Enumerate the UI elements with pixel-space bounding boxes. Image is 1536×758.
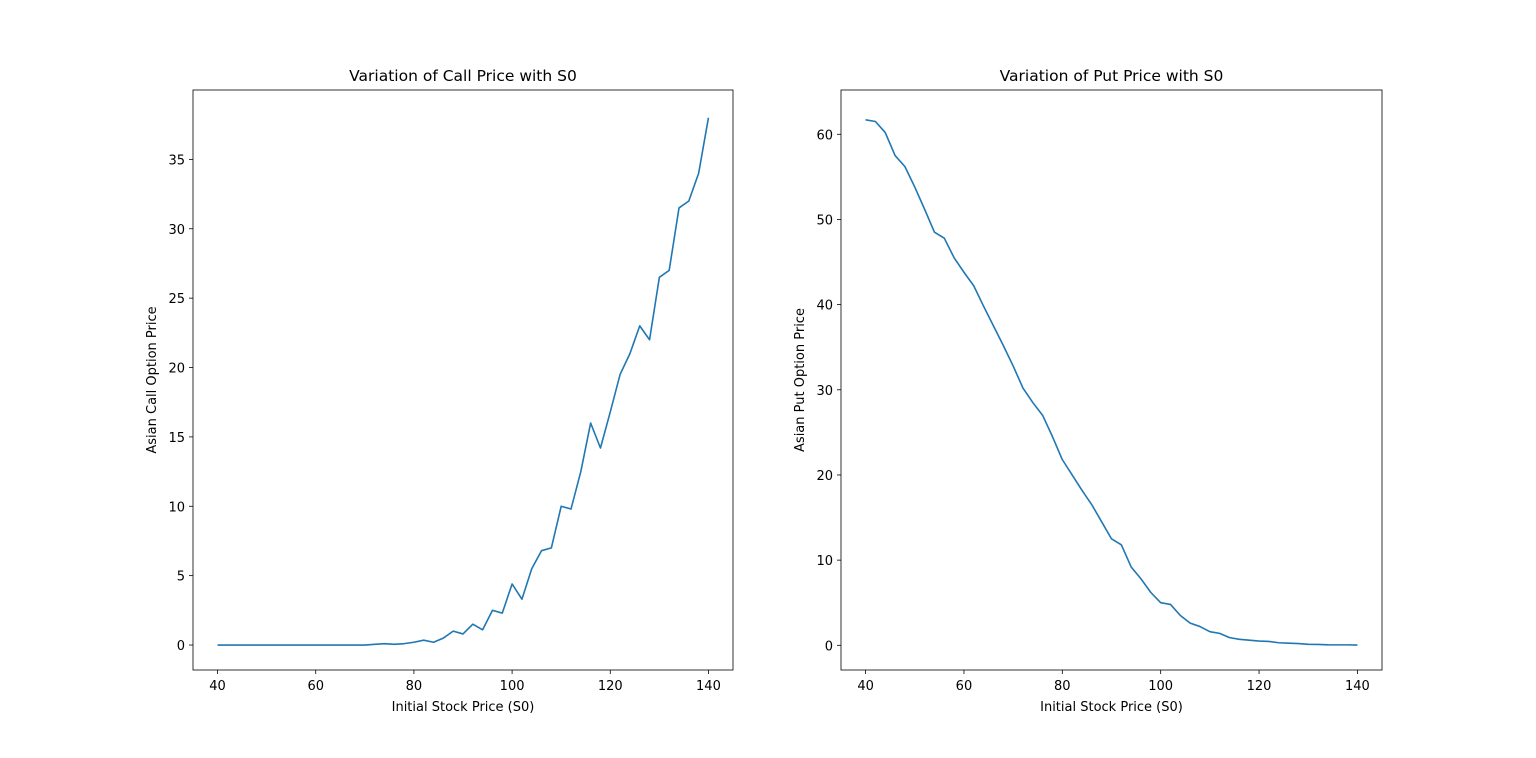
y-tick-label: 25	[168, 292, 185, 307]
y-tick-label: 10	[816, 554, 833, 569]
x-tick-label: 120	[1247, 679, 1272, 694]
x-tick-label: 60	[956, 679, 973, 694]
y-tick-label: 50	[816, 213, 833, 228]
chart-title: Variation of Put Price with S0	[1000, 67, 1224, 85]
y-axis-label: Asian Put Option Price	[793, 308, 808, 452]
y-tick-label: 15	[168, 431, 185, 446]
x-tick-label: 100	[500, 679, 525, 694]
chart-title: Variation of Call Price with S0	[349, 67, 577, 85]
data-line	[217, 117, 710, 646]
x-tick-label: 80	[1054, 679, 1071, 694]
x-axis-label: Initial Stock Price (S0)	[1040, 700, 1183, 715]
x-axis-label: Initial Stock Price (S0)	[392, 700, 535, 715]
y-tick-label: 30	[168, 223, 185, 238]
y-tick-label: 40	[816, 299, 833, 314]
axes-frame	[192, 89, 734, 671]
y-tick-label: 20	[168, 362, 185, 377]
x-tick-label: 120	[598, 679, 623, 694]
data-line	[865, 119, 1358, 646]
axes-frame	[840, 89, 1383, 671]
y-tick-label: 20	[816, 469, 833, 484]
y-tick-label: 0	[825, 639, 833, 654]
y-tick-label: 35	[168, 153, 185, 168]
y-tick-label: 10	[168, 500, 185, 515]
x-tick-label: 40	[209, 679, 226, 694]
y-tick-label: 5	[177, 570, 185, 585]
y-axis-label: Asian Call Option Price	[145, 306, 160, 453]
y-tick-label: 60	[816, 128, 833, 143]
x-tick-label: 40	[857, 679, 874, 694]
y-tick-label: 0	[177, 639, 185, 654]
x-tick-label: 140	[696, 679, 721, 694]
x-tick-label: 60	[307, 679, 324, 694]
x-tick-label: 100	[1148, 679, 1173, 694]
x-tick-label: 80	[406, 679, 423, 694]
y-tick-label: 30	[816, 384, 833, 399]
x-tick-label: 140	[1345, 679, 1370, 694]
